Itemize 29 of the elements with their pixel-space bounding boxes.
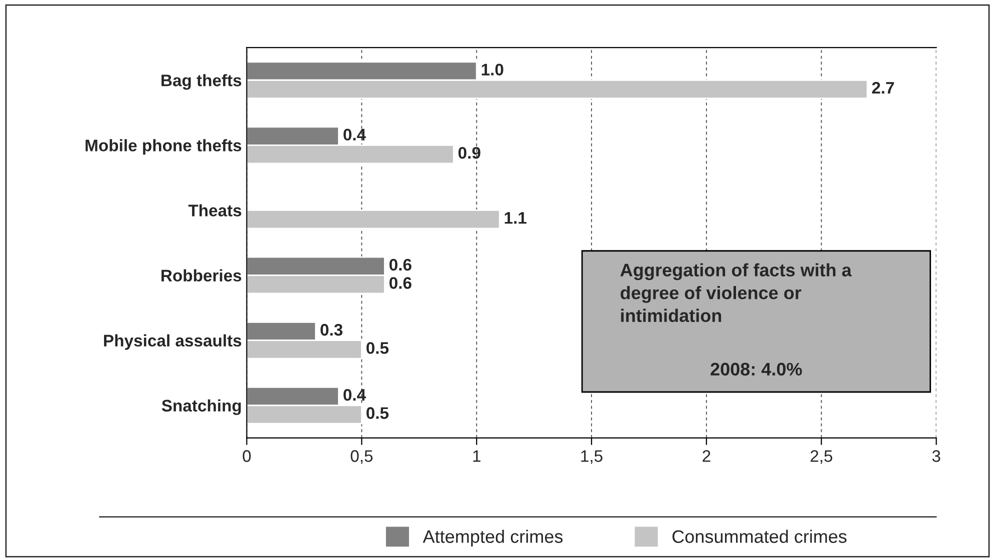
data-label: 0.5	[366, 342, 389, 354]
data-label: 1.0	[482, 64, 504, 76]
y-tick-label: Theats	[188, 204, 242, 216]
data-label: 0.5	[366, 407, 389, 419]
data-label: 0.3	[320, 324, 342, 336]
annotation: 2008: 4.0%	[710, 362, 802, 376]
y-tick-label: Snatching	[162, 399, 241, 415]
x-tick-label: 2	[702, 450, 710, 462]
y-tick-label: Mobile phone thefts	[86, 139, 242, 155]
legend-label: Consummated crimes	[672, 530, 847, 543]
x-tick-label: 0	[242, 450, 251, 462]
annotation: Aggregation of facts with a degree of violence or intimidation	[620, 263, 852, 322]
y-tick-label: Physical assaults	[104, 334, 242, 350]
data-label: 0.6	[389, 258, 412, 271]
data-label: 1.1	[504, 212, 526, 224]
data-label: 0.9	[458, 146, 480, 159]
x-tick-label: 1,5	[581, 450, 602, 464]
x-tick-label: 0,5	[350, 450, 373, 464]
bar	[246, 210, 500, 230]
x-tick-label: 3	[932, 450, 940, 462]
data-label: 0.6	[389, 277, 412, 289]
legend-label: Attempted crimes	[422, 530, 563, 547]
x-tick-label: 2,5	[810, 450, 832, 464]
data-label: 0.4	[344, 388, 366, 401]
data-label: 2.7	[872, 82, 894, 94]
y-tick-label: Bag thefts	[162, 74, 242, 90]
x-tick-label: 1	[473, 450, 480, 462]
data-label: 0.4	[344, 128, 366, 141]
y-tick-label: Robberies	[162, 269, 242, 282]
